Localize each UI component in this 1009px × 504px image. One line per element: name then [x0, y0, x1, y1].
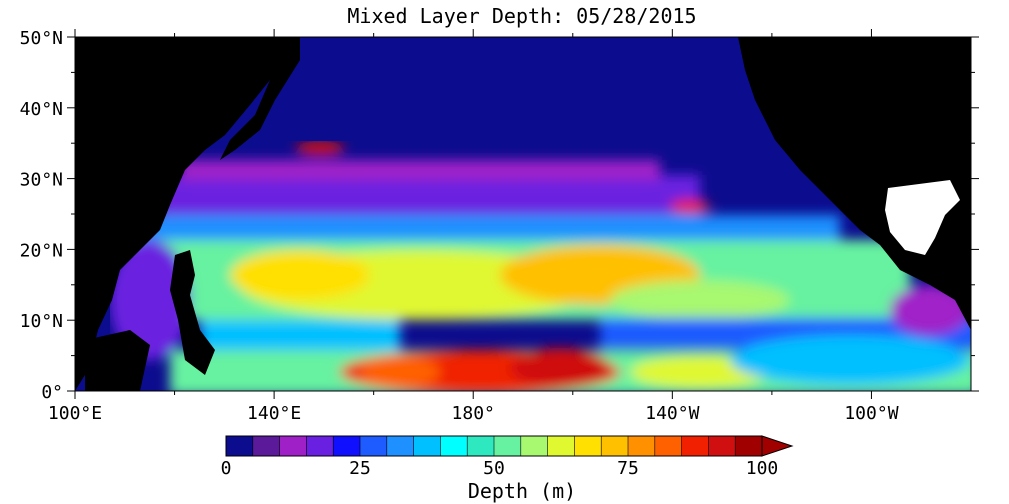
colorbar-swatch	[681, 436, 709, 456]
lon-tick-label: 140°W	[645, 403, 699, 424]
latitude-axis: 50°N 40°N 30°N 20°N 10°N 0°	[20, 28, 979, 403]
japan	[220, 37, 300, 160]
lat-tick-label: 0°	[41, 382, 63, 403]
gulf-of-mexico	[885, 180, 960, 255]
lon-tick-label: 180°	[452, 403, 495, 424]
colorbar-tick-label: 75	[617, 458, 639, 479]
longitude-axis: 100°E 140°E 180° 140°W 100°W	[48, 29, 899, 424]
map-panel	[75, 37, 971, 391]
colorbar-extend-arrow	[761, 435, 794, 457]
colorbar-swatch	[628, 436, 656, 456]
colorbar-swatch	[494, 436, 522, 456]
lat-tick-label: 30°N	[20, 170, 63, 191]
colorbar-swatch	[386, 436, 415, 456]
lat-tick-label: 20°N	[20, 240, 63, 261]
lat-tick-label: 40°N	[20, 99, 63, 120]
colorbar-tick-labels: 0 25 50 75 100	[221, 458, 779, 479]
borneo	[85, 330, 150, 391]
colorbar-swatch	[333, 436, 361, 456]
colorbar-label: Depth (m)	[468, 479, 576, 503]
colorbar-swatch	[413, 436, 441, 456]
colorbar-swatch	[547, 436, 575, 456]
colorbar-swatch	[467, 436, 495, 456]
philippines	[170, 250, 215, 375]
colorbar-swatch	[279, 436, 307, 456]
lat-tick-label: 10°N	[20, 311, 63, 332]
colorbar-tick-label: 50	[483, 458, 505, 479]
colorbar-swatch	[306, 436, 334, 456]
colorbar-tick-label: 0	[221, 458, 232, 479]
land	[75, 37, 971, 391]
lon-tick-label: 140°E	[247, 403, 301, 424]
lat-tick-label: 50°N	[20, 28, 63, 49]
colorbar-swatch	[574, 436, 602, 456]
lon-tick-label: 100°W	[844, 403, 898, 424]
colorbar-tick-label: 25	[349, 458, 371, 479]
asia-landmass	[75, 37, 300, 391]
colorbar-swatch	[708, 436, 736, 456]
colorbar-swatch	[226, 436, 254, 456]
figure-title: Mixed Layer Depth: 05/28/2015	[347, 4, 696, 28]
colorbar-swatch	[601, 436, 629, 456]
colorbar-tick-label: 100	[746, 458, 779, 479]
colorbar-swatch	[360, 436, 388, 456]
colorbar	[225, 435, 794, 457]
colorbar-swatch	[520, 436, 549, 456]
colorbar-swatch	[735, 436, 763, 456]
colorbar-swatch	[654, 436, 683, 456]
lon-tick-label: 100°E	[48, 403, 102, 424]
north-america	[738, 37, 971, 330]
colorbar-swatch	[252, 436, 281, 456]
colorbar-swatch	[440, 436, 468, 456]
